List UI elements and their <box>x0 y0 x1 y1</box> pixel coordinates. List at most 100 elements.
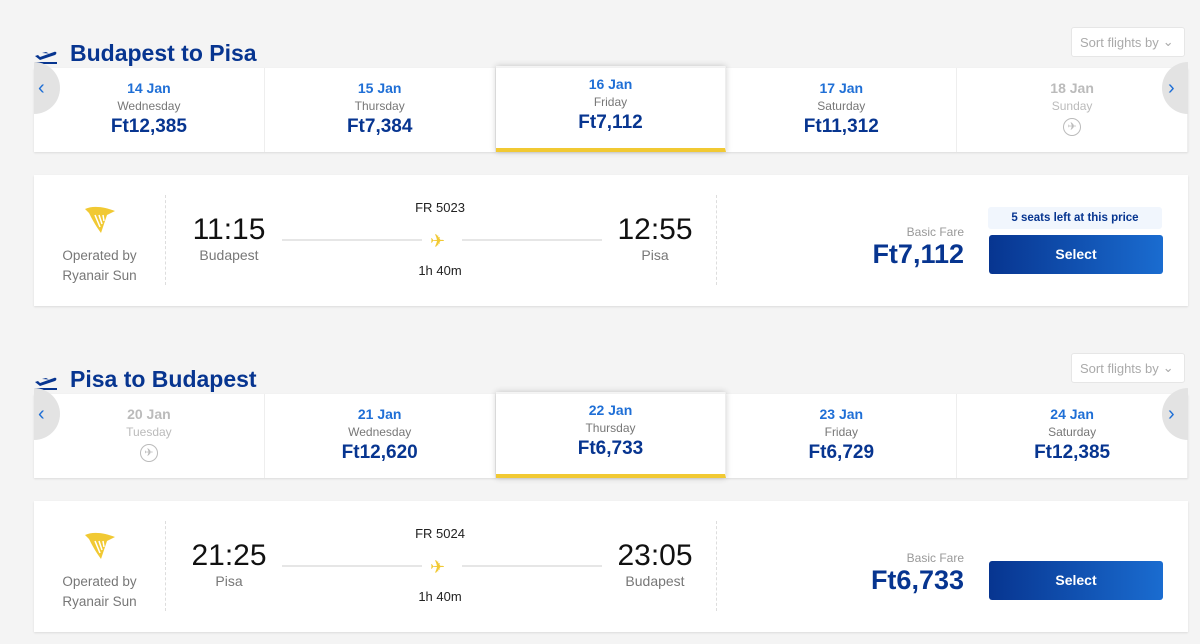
date-label: 15 Jan <box>357 80 402 96</box>
date-price: Ft7,112 <box>578 112 643 133</box>
section-title: Budapest to Pisa <box>70 40 257 66</box>
date-label: 22 Jan <box>588 402 633 418</box>
weekday-label: Saturday <box>1048 425 1097 439</box>
plane-icon: ✈ <box>430 557 446 577</box>
arrival-city: Pisa <box>641 247 669 263</box>
date-price: Ft12,385 <box>110 116 187 137</box>
fare-label: Basic Fare <box>906 551 964 565</box>
weekday-label: Tuesday <box>126 425 172 439</box>
chevron-down-icon: ⌄ <box>1162 34 1174 49</box>
departure-city: Pisa <box>215 573 243 589</box>
flight-number: FR 5023 <box>415 200 465 215</box>
weekday-label: Friday <box>593 95 628 109</box>
date-label: 20 Jan <box>127 406 171 422</box>
date-label: 23 Jan <box>819 406 864 422</box>
weekday-label: Thursday <box>354 99 405 113</box>
fare-info: Basic Fare Ft6,733 <box>871 551 964 596</box>
fare-price: Ft6,733 <box>870 565 964 595</box>
chevron-left-icon: ‹ <box>38 76 45 99</box>
departure: 21:25 Pisa <box>179 539 279 589</box>
date-option[interactable]: 24 Jan Saturday Ft12,385 <box>957 394 1188 478</box>
route-line <box>462 565 602 567</box>
date-price: Ft7,384 <box>346 116 413 137</box>
operator-info: Operated by Ryanair Sun <box>34 521 166 611</box>
weekday-label: Friday <box>824 425 858 439</box>
date-option[interactable]: 23 Jan Friday Ft6,729 <box>726 394 958 478</box>
date-option[interactable]: 16 Jan Friday Ft7,112 <box>495 66 727 152</box>
flight-duration: 1h 40m <box>418 263 462 278</box>
no-flights-icon: ✈ <box>139 444 158 462</box>
date-option[interactable]: 21 Jan Wednesday Ft12,620 <box>265 394 496 478</box>
weekday-label: Saturday <box>817 99 866 113</box>
divider <box>716 521 717 611</box>
date-label: 14 Jan <box>127 80 171 96</box>
date-option: 18 Jan Sunday ✈ <box>957 68 1188 152</box>
date-price: Ft6,729 <box>808 442 875 463</box>
flight-card: Operated by Ryanair Sun 11:15 Budapest FR… <box>34 175 1188 306</box>
fare-price: Ft7,112 <box>872 239 964 269</box>
date-price: Ft12,385 <box>1034 442 1111 463</box>
plane-icon: ✈ <box>430 231 446 251</box>
chevron-left-icon: ‹ <box>38 402 45 425</box>
chevron-right-icon: › <box>1168 76 1175 99</box>
departure-city: Budapest <box>199 247 259 263</box>
weekday-label: Wednesday <box>117 99 181 113</box>
arrival-time: 12:55 <box>617 213 693 246</box>
operated-by-label: Operated by <box>62 248 137 263</box>
date-option[interactable]: 17 Jan Saturday Ft11,312 <box>726 68 958 152</box>
seats-left-badge: 5 seats left at this price <box>988 207 1162 229</box>
departure: 11:15 Budapest <box>179 213 279 263</box>
sort-dropdown[interactable]: Sort flights by ⌄ <box>1071 353 1185 383</box>
divider <box>716 195 717 285</box>
arrival: 12:55 Pisa <box>605 213 705 263</box>
chevron-down-icon: ⌄ <box>1162 360 1174 375</box>
date-label: 18 Jan <box>1050 80 1094 96</box>
ryanair-harp-logo <box>84 532 115 559</box>
flight-card: Operated by Ryanair Sun 21:25 Pisa FR 502… <box>34 501 1188 632</box>
chevron-right-icon: › <box>1168 402 1175 425</box>
route-line <box>462 239 602 241</box>
date-option[interactable]: 22 Jan Thursday Ft6,733 <box>495 392 727 478</box>
date-label: 16 Jan <box>588 76 633 92</box>
departure-time: 11:15 <box>192 213 266 246</box>
weekday-label: Thursday <box>585 421 636 435</box>
date-carousel: 20 Jan Tuesday ✈ 21 Jan Wednesday Ft12,6… <box>34 392 1188 478</box>
operator-name: Ryanair Sun <box>62 594 137 609</box>
ryanair-harp-logo <box>84 206 115 233</box>
select-flight-button[interactable]: Select <box>989 235 1163 274</box>
route-line <box>282 239 422 241</box>
section-title: Pisa to Budapest <box>70 366 257 392</box>
arrival-city: Budapest <box>625 573 685 589</box>
departure-plane-icon <box>35 51 57 64</box>
operated-by-label: Operated by <box>62 574 137 589</box>
date-label: 24 Jan <box>1050 406 1094 422</box>
departure-plane-icon <box>35 377 57 390</box>
sort-label: Sort flights by <box>1080 360 1159 376</box>
date-price: Ft11,312 <box>803 116 879 137</box>
date-carousel: 14 Jan Wednesday Ft12,385 15 Jan Thursda… <box>34 66 1188 152</box>
operator-info: Operated by Ryanair Sun <box>34 195 166 285</box>
departure-time: 21:25 <box>191 539 267 572</box>
weekday-label: Sunday <box>1051 99 1093 113</box>
weekday-label: Wednesday <box>348 425 412 439</box>
sort-dropdown[interactable]: Sort flights by ⌄ <box>1071 27 1185 57</box>
sort-label: Sort flights by <box>1080 34 1159 50</box>
date-label: 21 Jan <box>357 406 402 422</box>
date-option: 20 Jan Tuesday ✈ <box>34 394 265 478</box>
date-label: 17 Jan <box>819 80 864 96</box>
select-flight-button[interactable]: Select <box>989 561 1163 600</box>
no-flights-icon: ✈ <box>1063 118 1082 136</box>
arrival-time: 23:05 <box>617 539 693 572</box>
section-header: Pisa to Budapest <box>34 366 257 393</box>
fare-info: Basic Fare Ft7,112 <box>872 225 964 270</box>
date-option[interactable]: 15 Jan Thursday Ft7,384 <box>265 68 496 152</box>
date-price: Ft12,620 <box>341 442 418 463</box>
flight-duration: 1h 40m <box>418 589 462 604</box>
date-price: Ft6,733 <box>577 438 644 459</box>
arrival: 23:05 Budapest <box>605 539 705 589</box>
route-line <box>282 565 422 567</box>
operator-name: Ryanair Sun <box>62 268 137 283</box>
section-header: Budapest to Pisa <box>34 40 257 67</box>
date-option[interactable]: 14 Jan Wednesday Ft12,385 <box>34 68 265 152</box>
flight-number: FR 5024 <box>415 526 465 541</box>
